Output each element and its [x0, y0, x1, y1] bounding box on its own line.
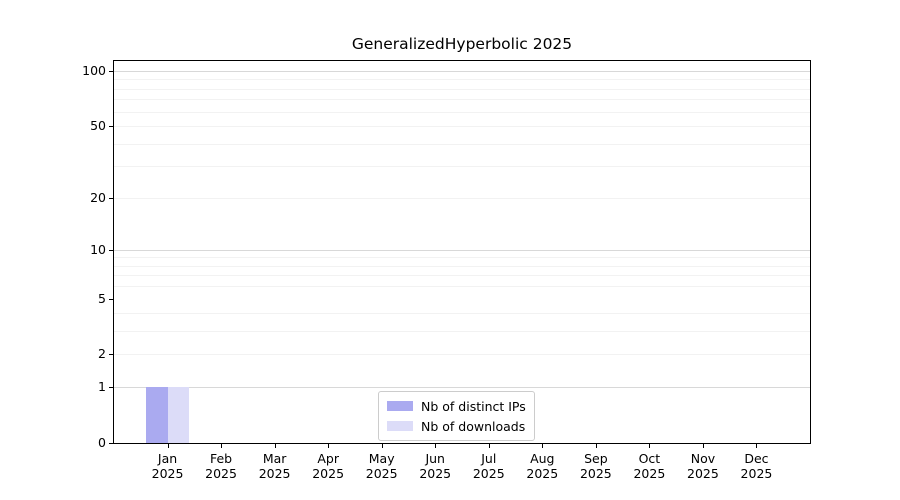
chart-title: GeneralizedHyperbolic 2025 — [351, 35, 573, 53]
x-tick-label: Apr 2025 — [312, 451, 345, 481]
x-tick-mark — [595, 444, 597, 448]
y-tick-mark — [109, 249, 113, 251]
gridline-minor — [114, 99, 810, 101]
x-tick-mark — [756, 444, 758, 448]
y-tick-label: 10 — [90, 241, 106, 257]
bar-nb-of-distinct-ips-jan — [146, 387, 168, 443]
gridline-major — [114, 71, 810, 72]
y-tick-label: 5 — [98, 290, 106, 306]
gridline-minor — [114, 111, 810, 113]
bar-nb-of-downloads-jan — [167, 387, 189, 443]
x-tick-label: Dec 2025 — [740, 451, 773, 481]
gridline-minor — [114, 354, 810, 356]
gridline-minor — [114, 275, 810, 277]
x-tick-mark — [328, 444, 330, 448]
gridline-minor — [114, 88, 810, 90]
plot-area — [113, 60, 811, 444]
x-tick-label: Feb 2025 — [205, 451, 237, 481]
y-tick-label: 1 — [98, 379, 106, 395]
x-tick-label: Jan 2025 — [151, 451, 184, 481]
x-tick-mark — [649, 444, 651, 448]
x-tick-mark — [435, 444, 437, 448]
y-tick-mark — [109, 443, 113, 444]
x-tick-label: Aug 2025 — [526, 451, 559, 481]
y-tick-mark — [109, 298, 113, 300]
y-tick-mark — [109, 354, 113, 356]
x-tick-mark — [221, 444, 223, 448]
y-tick-label: 0 — [98, 435, 106, 450]
x-tick-label: Sep 2025 — [579, 451, 612, 481]
gridline-minor — [114, 126, 810, 128]
gridline-minor — [114, 313, 810, 315]
legend-label-distinct-ips: Nb of distinct IPs — [421, 398, 526, 414]
legend-label-downloads: Nb of downloads — [421, 418, 526, 434]
x-tick-label: Nov 2025 — [687, 451, 719, 481]
gridline-minor — [114, 331, 810, 333]
gridline-major — [114, 387, 810, 389]
x-tick-label: Jun 2025 — [419, 451, 452, 481]
gridline-minor — [114, 79, 810, 81]
legend-entry-distinct-ips: Nb of distinct IPs — [387, 397, 526, 415]
legend-entry-downloads: Nb of downloads — [387, 417, 526, 435]
x-tick-mark — [167, 444, 169, 448]
y-tick-label: 100 — [82, 63, 106, 78]
gridline-minor — [114, 197, 810, 199]
y-tick-mark — [109, 197, 113, 199]
x-tick-mark — [488, 444, 490, 448]
x-tick-label: Mar 2025 — [258, 451, 291, 481]
y-tick-mark — [109, 71, 113, 72]
legend: Nb of distinct IPs Nb of downloads — [378, 391, 535, 441]
legend-swatch-distinct-ips — [387, 401, 413, 411]
gridline-minor — [114, 166, 810, 168]
y-tick-label: 2 — [98, 346, 106, 362]
legend-swatch-downloads — [387, 421, 413, 431]
x-tick-mark — [381, 444, 383, 448]
y-tick-mark — [109, 126, 113, 128]
gridline-minor — [114, 265, 810, 267]
gridline-minor — [114, 257, 810, 259]
gridline-major — [114, 249, 810, 251]
gridline-minor — [114, 143, 810, 145]
y-tick-label: 20 — [90, 189, 106, 205]
gridline-minor — [114, 286, 810, 288]
x-tick-label: Jul 2025 — [472, 451, 505, 481]
x-tick-label: Oct 2025 — [633, 451, 666, 481]
x-tick-mark — [702, 444, 704, 448]
y-tick-label: 50 — [90, 118, 106, 134]
x-tick-mark — [542, 444, 544, 448]
y-tick-mark — [109, 387, 113, 389]
x-tick-label: May 2025 — [365, 451, 398, 481]
x-tick-mark — [274, 444, 276, 448]
